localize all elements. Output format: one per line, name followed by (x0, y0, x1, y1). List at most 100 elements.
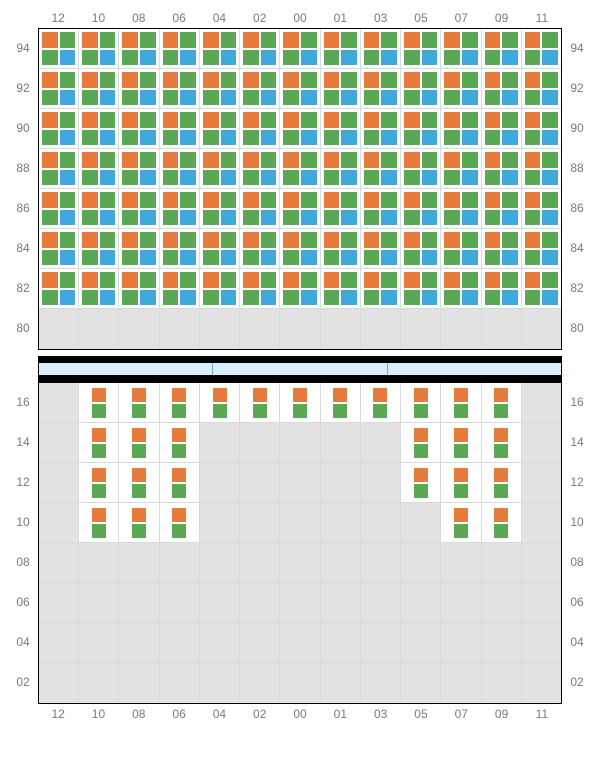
slot-empty[interactable] (39, 663, 79, 703)
slot-filled[interactable] (321, 229, 361, 269)
slot-filled[interactable] (321, 383, 361, 423)
slot-empty[interactable] (321, 309, 361, 349)
slot-empty[interactable] (240, 463, 280, 503)
slot-filled[interactable] (321, 189, 361, 229)
slot-empty[interactable] (200, 583, 240, 623)
slot-filled[interactable] (522, 69, 561, 109)
slot-empty[interactable] (280, 463, 320, 503)
slot-empty[interactable] (401, 583, 441, 623)
slot-empty[interactable] (321, 543, 361, 583)
slot-empty[interactable] (160, 583, 200, 623)
slot-empty[interactable] (280, 623, 320, 663)
slot-empty[interactable] (321, 503, 361, 543)
slot-filled[interactable] (361, 109, 401, 149)
slot-filled[interactable] (160, 109, 200, 149)
slot-empty[interactable] (522, 309, 561, 349)
slot-filled[interactable] (79, 149, 119, 189)
slot-filled[interactable] (79, 109, 119, 149)
slot-filled[interactable] (160, 503, 200, 543)
slot-filled[interactable] (280, 189, 320, 229)
slot-empty[interactable] (280, 543, 320, 583)
slot-filled[interactable] (119, 189, 159, 229)
slot-filled[interactable] (361, 69, 401, 109)
slot-filled[interactable] (240, 109, 280, 149)
slot-empty[interactable] (240, 583, 280, 623)
slot-empty[interactable] (321, 463, 361, 503)
slot-empty[interactable] (39, 383, 79, 423)
slot-empty[interactable] (200, 503, 240, 543)
slot-filled[interactable] (240, 149, 280, 189)
slot-filled[interactable] (482, 503, 522, 543)
slot-empty[interactable] (39, 623, 79, 663)
slot-empty[interactable] (119, 543, 159, 583)
slot-filled[interactable] (441, 423, 481, 463)
slot-empty[interactable] (441, 543, 481, 583)
slot-filled[interactable] (401, 423, 441, 463)
slot-empty[interactable] (441, 583, 481, 623)
slot-filled[interactable] (119, 29, 159, 69)
slot-empty[interactable] (441, 623, 481, 663)
slot-empty[interactable] (401, 503, 441, 543)
slot-filled[interactable] (280, 29, 320, 69)
slot-filled[interactable] (482, 189, 522, 229)
slot-empty[interactable] (200, 463, 240, 503)
slot-empty[interactable] (522, 663, 561, 703)
slot-filled[interactable] (79, 229, 119, 269)
slot-filled[interactable] (119, 269, 159, 309)
slot-empty[interactable] (280, 423, 320, 463)
slot-filled[interactable] (200, 189, 240, 229)
slot-filled[interactable] (200, 149, 240, 189)
slot-filled[interactable] (321, 29, 361, 69)
slot-filled[interactable] (401, 269, 441, 309)
slot-filled[interactable] (240, 269, 280, 309)
slot-filled[interactable] (401, 229, 441, 269)
slot-empty[interactable] (39, 309, 79, 349)
slot-filled[interactable] (160, 423, 200, 463)
slot-empty[interactable] (522, 623, 561, 663)
slot-empty[interactable] (240, 623, 280, 663)
slot-empty[interactable] (361, 423, 401, 463)
slot-filled[interactable] (160, 229, 200, 269)
slot-empty[interactable] (39, 423, 79, 463)
slot-empty[interactable] (522, 463, 561, 503)
slot-empty[interactable] (522, 383, 561, 423)
slot-empty[interactable] (240, 423, 280, 463)
slot-filled[interactable] (441, 29, 481, 69)
slot-empty[interactable] (79, 583, 119, 623)
slot-empty[interactable] (321, 623, 361, 663)
slot-filled[interactable] (441, 69, 481, 109)
slot-filled[interactable] (240, 189, 280, 229)
slot-empty[interactable] (79, 309, 119, 349)
slot-filled[interactable] (401, 463, 441, 503)
slot-filled[interactable] (160, 29, 200, 69)
slot-filled[interactable] (119, 149, 159, 189)
slot-filled[interactable] (79, 189, 119, 229)
slot-filled[interactable] (361, 229, 401, 269)
slot-empty[interactable] (200, 663, 240, 703)
slot-empty[interactable] (361, 663, 401, 703)
slot-empty[interactable] (200, 423, 240, 463)
slot-empty[interactable] (39, 583, 79, 623)
slot-filled[interactable] (441, 463, 481, 503)
slot-filled[interactable] (280, 69, 320, 109)
slot-filled[interactable] (361, 269, 401, 309)
slot-filled[interactable] (280, 229, 320, 269)
slot-empty[interactable] (361, 309, 401, 349)
slot-filled[interactable] (240, 69, 280, 109)
slot-empty[interactable] (482, 583, 522, 623)
slot-empty[interactable] (482, 543, 522, 583)
slot-empty[interactable] (361, 543, 401, 583)
slot-empty[interactable] (119, 623, 159, 663)
slot-empty[interactable] (482, 663, 522, 703)
slot-empty[interactable] (361, 503, 401, 543)
slot-filled[interactable] (39, 29, 79, 69)
slot-filled[interactable] (79, 269, 119, 309)
slot-empty[interactable] (39, 463, 79, 503)
slot-filled[interactable] (482, 69, 522, 109)
slot-filled[interactable] (522, 29, 561, 69)
slot-empty[interactable] (160, 623, 200, 663)
slot-filled[interactable] (39, 109, 79, 149)
slot-empty[interactable] (522, 423, 561, 463)
slot-empty[interactable] (240, 309, 280, 349)
slot-filled[interactable] (482, 29, 522, 69)
